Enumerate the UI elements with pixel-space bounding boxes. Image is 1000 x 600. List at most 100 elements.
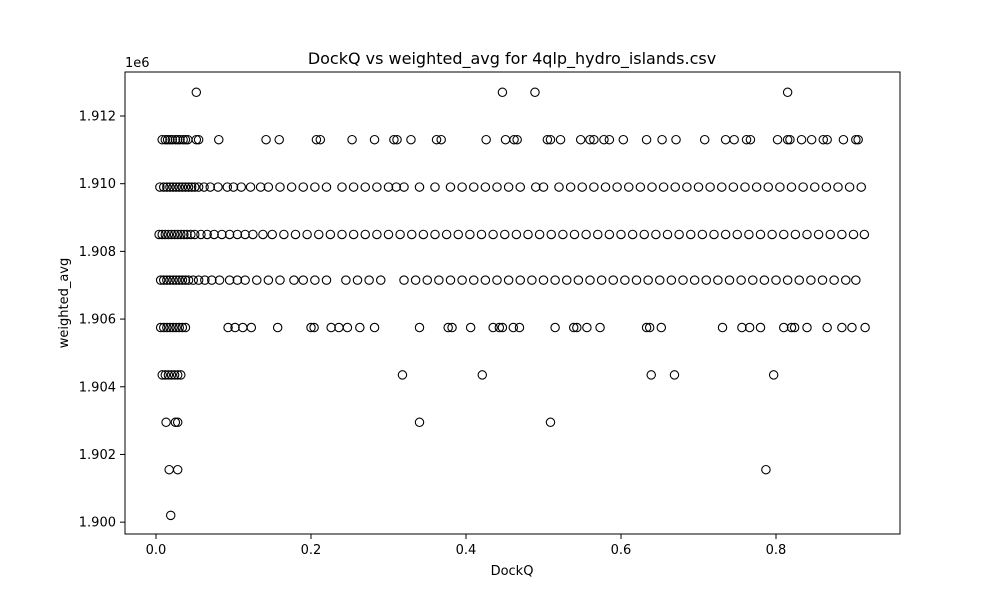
data-point — [174, 275, 185, 285]
data-point — [631, 275, 642, 285]
x-tick-label: 0.8 — [766, 543, 787, 558]
data-point — [213, 182, 223, 192]
data-point — [321, 182, 332, 192]
data-point — [232, 275, 243, 285]
data-point — [530, 87, 540, 98]
data-point — [740, 182, 750, 192]
data-point — [263, 275, 274, 285]
data-point — [480, 182, 491, 192]
data-point — [170, 134, 181, 145]
data-point — [209, 229, 219, 240]
data-point — [627, 229, 638, 240]
data-point — [782, 134, 793, 145]
data-point — [608, 275, 618, 285]
data-point — [171, 322, 181, 333]
points-layer — [154, 87, 870, 521]
x-axis-label: DockQ — [491, 564, 534, 579]
data-point — [275, 182, 285, 192]
data-point — [840, 275, 851, 285]
data-point — [825, 229, 835, 240]
data-point — [162, 322, 172, 333]
data-point — [509, 134, 519, 145]
data-point — [568, 322, 579, 333]
data-point — [154, 229, 164, 240]
data-point — [669, 370, 680, 380]
data-point — [530, 182, 541, 192]
data-point — [847, 322, 857, 333]
data-point — [157, 229, 167, 240]
data-point — [165, 510, 176, 521]
data-point — [369, 322, 380, 333]
data-point — [410, 275, 421, 285]
data-point — [674, 229, 684, 240]
data-point — [352, 275, 363, 285]
data-point — [772, 134, 783, 145]
data-point — [732, 229, 742, 240]
data-point — [279, 229, 289, 240]
data-point — [196, 229, 206, 240]
data-point — [497, 87, 508, 98]
data-point — [240, 275, 250, 285]
data-point — [716, 182, 727, 192]
data-point — [399, 182, 409, 192]
data-point — [755, 322, 766, 333]
y-tick-label: 1.908 — [79, 245, 116, 260]
y-tick-label: 1.904 — [79, 380, 116, 395]
data-point — [168, 275, 178, 285]
data-point — [678, 275, 688, 285]
data-point — [651, 229, 661, 240]
data-point — [165, 322, 175, 333]
data-point — [589, 182, 599, 192]
data-point — [177, 182, 188, 192]
data-point — [183, 182, 194, 192]
data-point — [325, 229, 336, 240]
data-point — [709, 229, 719, 240]
data-point — [178, 134, 188, 145]
data-point — [818, 134, 829, 145]
data-point — [311, 134, 322, 145]
data-point — [418, 229, 429, 240]
data-point — [341, 275, 351, 285]
data-point — [573, 275, 584, 285]
data-point — [191, 87, 202, 98]
data-point — [182, 229, 192, 240]
data-point — [693, 182, 704, 192]
data-point — [190, 229, 200, 240]
data-point — [860, 322, 870, 333]
data-point — [747, 275, 758, 285]
data-point — [217, 229, 227, 240]
data-point — [274, 134, 284, 145]
data-point — [639, 229, 649, 240]
data-point — [160, 134, 171, 145]
data-point — [372, 182, 382, 192]
x-tick-label: 0.0 — [146, 543, 167, 558]
data-point — [494, 322, 505, 333]
data-point — [856, 182, 866, 192]
data-point — [550, 275, 560, 285]
data-point — [309, 322, 319, 333]
data-point — [165, 134, 175, 145]
data-point — [174, 322, 185, 333]
data-point — [369, 134, 380, 145]
data-point — [565, 182, 576, 192]
data-point — [599, 134, 609, 145]
data-point — [214, 134, 224, 145]
data-point — [348, 182, 359, 192]
x-tick-label: 0.4 — [456, 543, 477, 558]
data-point — [166, 229, 177, 240]
data-point — [643, 275, 653, 285]
data-point — [768, 370, 779, 380]
data-point — [207, 275, 217, 285]
data-point — [337, 182, 347, 192]
data-point — [569, 229, 580, 240]
data-point — [275, 275, 285, 285]
data-point — [391, 182, 401, 192]
data-point — [232, 229, 243, 240]
data-point — [575, 134, 586, 145]
data-point — [171, 182, 181, 192]
data-point — [822, 134, 832, 145]
data-point — [798, 182, 808, 192]
data-point — [729, 134, 739, 145]
data-point — [169, 370, 180, 380]
